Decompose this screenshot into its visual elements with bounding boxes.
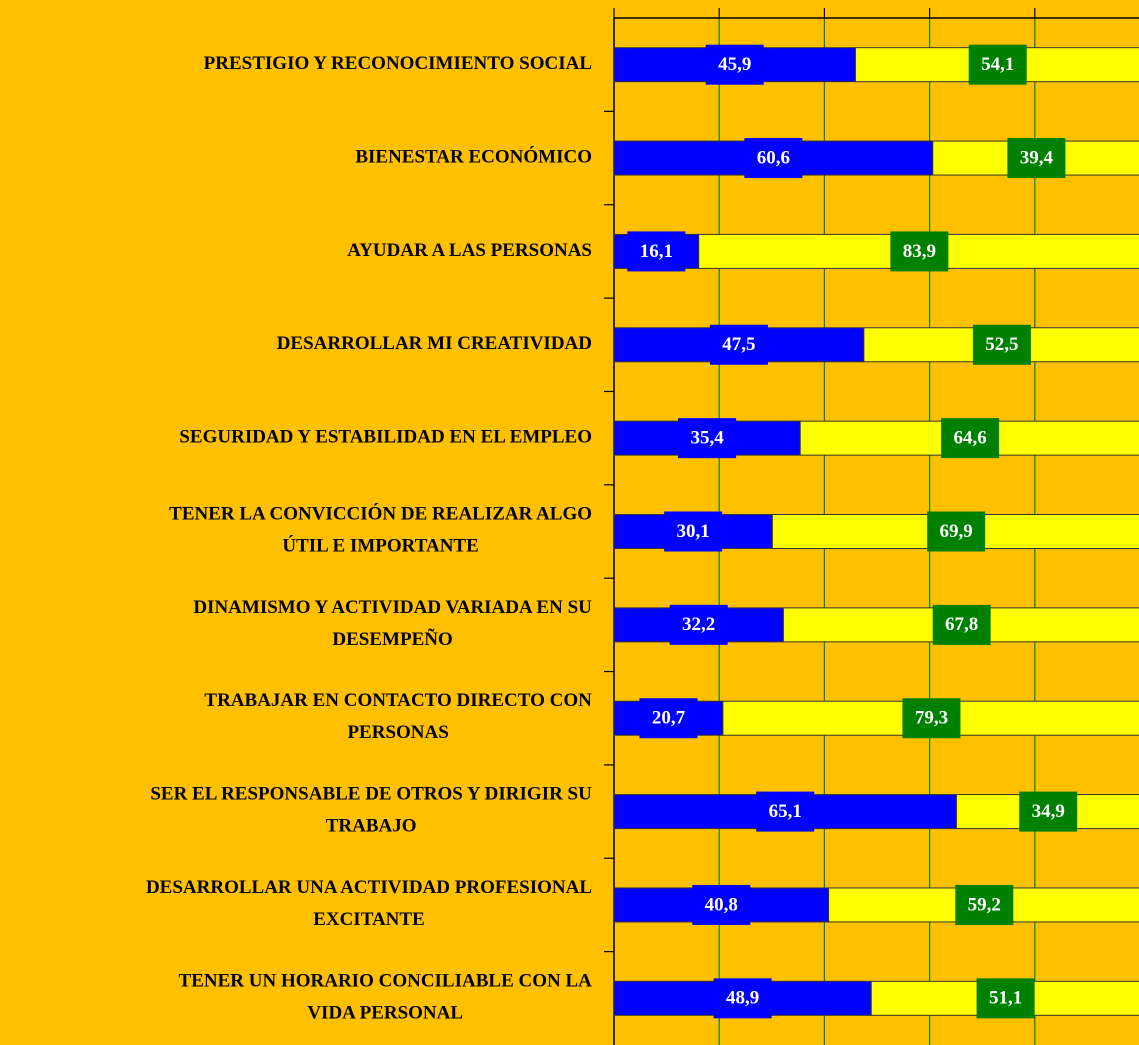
category-label: TENER LA CONVICCIÓN DE REALIZAR ALGO ÚTIL…	[169, 503, 592, 557]
value-label: 69,9	[940, 521, 973, 542]
value-label: 40,8	[705, 894, 738, 915]
value-label: 47,5	[722, 334, 755, 355]
category-label: DESARROLLAR MI CREATIVIDAD	[277, 333, 592, 354]
value-label: 35,4	[690, 427, 724, 448]
category-label: SER EL RESPONSABLE DE OTROS Y DIRIGIR SU…	[150, 784, 592, 837]
category-label: DESARROLLAR UNA ACTIVIDAD PROFESIONAL EXC…	[146, 877, 592, 930]
value-label-box	[713, 978, 772, 1019]
value-label: 59,2	[968, 894, 1001, 915]
value-label-box	[972, 324, 1031, 365]
value-label-box	[976, 978, 1035, 1019]
value-label-box	[692, 884, 751, 925]
category-label: SEGURIDAD Y ESTABILIDAD EN EL EMPLEO	[179, 426, 592, 447]
value-label: 79,3	[915, 708, 948, 729]
value-label-box	[744, 138, 803, 179]
value-label-box	[664, 511, 723, 552]
category-label: DINAMISMO Y ACTIVIDAD VARIADA EN SU DESEM…	[193, 597, 592, 650]
value-label: 51,1	[989, 988, 1022, 1009]
value-label-box	[705, 44, 764, 85]
value-label-box	[955, 884, 1014, 925]
value-label: 34,9	[1032, 801, 1065, 822]
value-label: 65,1	[769, 801, 802, 822]
value-label: 60,6	[757, 147, 790, 168]
value-label: 67,8	[945, 614, 978, 635]
category-label: TRABAJAR EN CONTACTO DIRECTO CON PERSONAS	[204, 691, 592, 744]
value-label-box	[678, 418, 737, 459]
value-label-box	[902, 698, 961, 739]
value-label-box	[669, 604, 728, 645]
value-label: 83,9	[903, 241, 936, 262]
category-label: TENER UN HORARIO CONCILIABLE CON LA VIDA …	[179, 971, 593, 1024]
value-label-box	[1007, 138, 1066, 179]
value-label-box	[941, 418, 1000, 459]
value-label-box	[639, 698, 698, 739]
value-label: 20,7	[652, 708, 686, 729]
value-label: 39,4	[1020, 147, 1054, 168]
value-label-box	[968, 44, 1027, 85]
value-label-box	[890, 231, 949, 272]
value-label: 16,1	[640, 241, 673, 262]
value-label-box	[1019, 791, 1078, 832]
value-label-box	[709, 324, 768, 365]
value-label: 45,9	[718, 54, 751, 75]
value-label-box	[756, 791, 815, 832]
value-label: 32,2	[682, 614, 715, 635]
value-label: 48,9	[726, 988, 759, 1009]
value-label: 30,1	[677, 521, 710, 542]
value-label: 52,5	[985, 334, 1018, 355]
value-label-box	[927, 511, 986, 552]
value-label: 54,1	[981, 54, 1014, 75]
value-label-box	[627, 231, 686, 272]
category-label: BIENESTAR ECONÓMICO	[355, 145, 592, 167]
value-label: 64,6	[953, 427, 986, 448]
category-label: AYUDAR A LAS PERSONAS	[347, 240, 592, 261]
value-label-box	[932, 604, 991, 645]
category-label: PRESTIGIO Y RECONOCIMIENTO SOCIAL	[204, 53, 592, 74]
